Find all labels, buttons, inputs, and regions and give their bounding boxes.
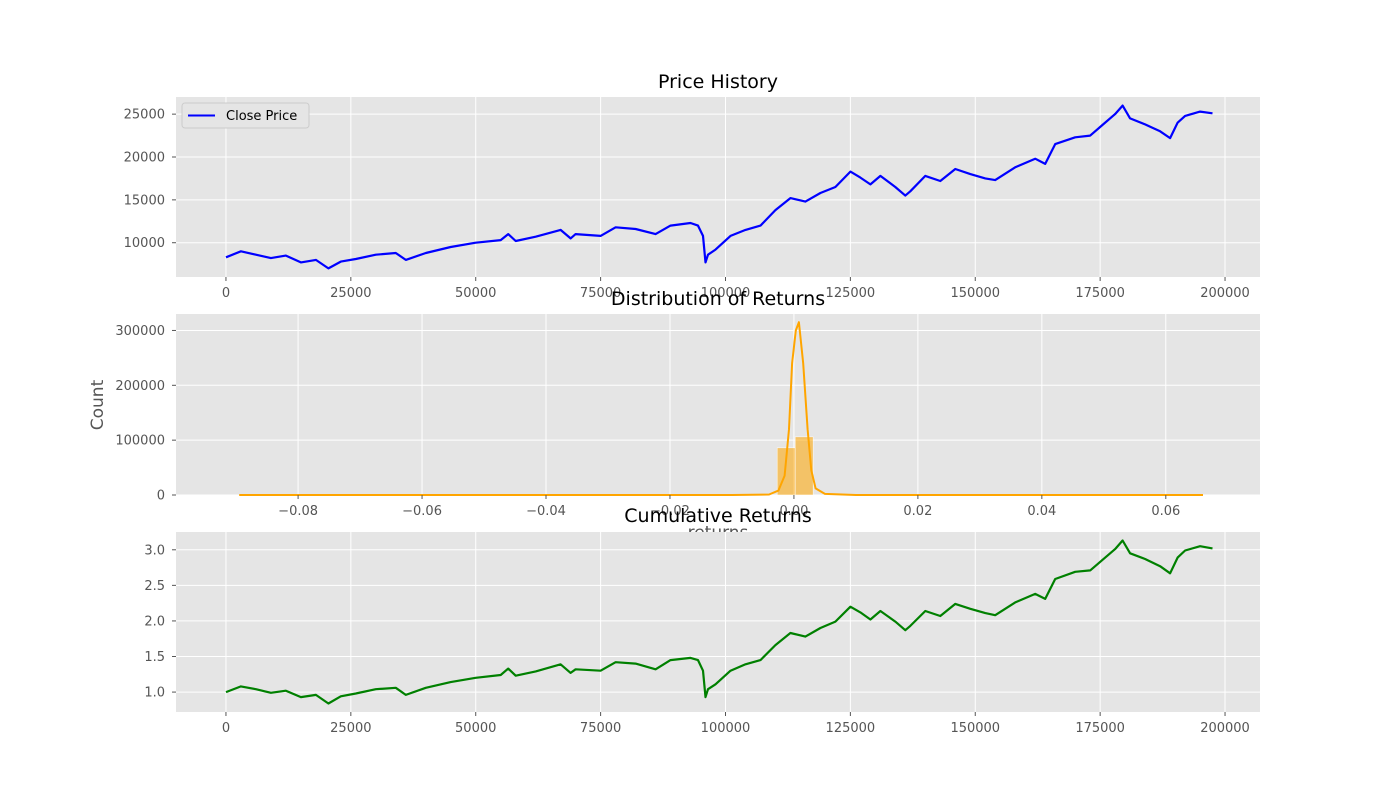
price-history-lines [225, 104, 1213, 270]
cumulative-returns-panel [176, 532, 1260, 712]
price-history-series-line [225, 104, 1213, 270]
returns-distribution-xtick-label: −0.04 [526, 504, 566, 519]
returns-distribution-ylabel: Count [88, 379, 108, 430]
returns-distribution-xtick-label: 0.06 [1151, 504, 1180, 519]
returns-distribution-ytick-label: 300000 [115, 324, 165, 339]
price-history-ytick-label: 20000 [124, 151, 165, 166]
returns-distribution-xtick-label: 0.04 [1027, 504, 1056, 519]
price-history-panel [176, 97, 1260, 277]
price-history-xtick-label: 50000 [455, 286, 496, 301]
price-history-xtick-label: 200000 [1200, 286, 1250, 301]
returns-distribution-ytick-label: 100000 [115, 434, 165, 449]
price-history-ytick-label: 10000 [124, 236, 165, 251]
cumulative-returns-series-line [225, 539, 1213, 705]
cumulative-returns-xtick-label: 0 [222, 721, 230, 736]
returns-distribution-title: Distribution of Returns [611, 288, 825, 310]
cumulative-returns-xtick-label: 75000 [580, 721, 621, 736]
cumulative-returns-lines [225, 539, 1213, 705]
price-history-ytick-label: 15000 [124, 193, 165, 208]
cumulative-returns-ticks: 0 25000 50000 75000 100000 125000 150000 175000… [144, 543, 1250, 736]
returns-distribution-subplot: −0.08 −0.06 −0.04 −0.02 0.00 0.02 0.04 0.06 0 100… [88, 288, 1260, 543]
price-history-xtick-label: 0 [222, 286, 230, 301]
cumulative-returns-xtick-label: 150000 [950, 721, 1000, 736]
price-history-xtick-label: 125000 [826, 286, 876, 301]
returns-distribution-xtick-label: 0.02 [903, 504, 932, 519]
price-history-xtick-label: 150000 [950, 286, 1000, 301]
returns-distribution-xtick-label: 0.00 [779, 504, 808, 519]
price-history-xtick-label: 25000 [330, 286, 371, 301]
cumulative-returns-subplot: 0 25000 50000 75000 100000 125000 150000 175000… [144, 505, 1260, 736]
cumulative-returns-xtick-label: 50000 [455, 721, 496, 736]
legend-box [181, 102, 310, 129]
cumulative-returns-xtick-label: 200000 [1200, 721, 1250, 736]
returns-distribution-xtick-label: −0.08 [278, 504, 318, 519]
cumulative-returns-title: Cumulative Returns [624, 505, 811, 527]
returns-distribution-ticks: −0.08 −0.06 −0.04 −0.02 0.00 0.02 0.04 0.06 0 100… [115, 324, 1180, 519]
price-history-legend: Close Price [181, 102, 310, 129]
price-history-ticks: 0 25000 50000 75000 100000 125000 150000 175000… [124, 108, 1250, 301]
cumulative-returns-xtick-label: 125000 [826, 721, 876, 736]
returns-distribution-xtick-label: −0.06 [402, 504, 442, 519]
price-history-xtick-label: 175000 [1075, 286, 1125, 301]
price-history-subplot: 0 25000 50000 75000 100000 125000 150000 175000… [124, 71, 1260, 301]
cumulative-returns-ytick-label: 3.0 [144, 543, 165, 558]
cumulative-returns-xtick-label: 100000 [701, 721, 751, 736]
cumulative-returns-xtick-label: 25000 [330, 721, 371, 736]
cumulative-returns-ytick-label: 2.0 [144, 614, 165, 629]
cumulative-returns-ytick-label: 1.0 [144, 686, 165, 701]
cumulative-returns-ytick-label: 1.5 [144, 650, 165, 665]
returns-distribution-kde [239, 321, 1203, 496]
returns-distribution-ytick-label: 200000 [115, 379, 165, 394]
cumulative-returns-ytick-label: 2.5 [144, 579, 165, 594]
kde-curve [239, 321, 1203, 496]
legend-label-close-price: Close Price [226, 109, 297, 124]
price-history-ytick-label: 25000 [124, 108, 165, 123]
price-history-xtick-label: 100000 [701, 286, 751, 301]
returns-distribution-ytick-label: 0 [157, 489, 165, 504]
price-history-xtick-label: 75000 [580, 286, 621, 301]
returns-distribution-xtick-label: −0.02 [650, 504, 690, 519]
cumulative-returns-xtick-label: 175000 [1075, 721, 1125, 736]
returns-distribution-panel [176, 314, 1260, 495]
price-history-title: Price History [658, 71, 778, 93]
